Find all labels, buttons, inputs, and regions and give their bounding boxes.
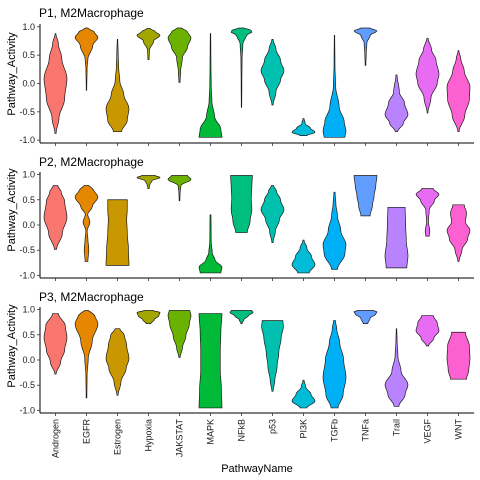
y-tick-label: -1.0	[19, 405, 35, 415]
y-tick-label: 0.5	[22, 195, 35, 205]
y-axis-label-panel-1: Pathway_Activity	[6, 32, 18, 116]
x-tick-label-hypoxia: Hypoxia	[144, 419, 154, 452]
violin-jakstat-panel-3	[167, 310, 192, 358]
violin-wnt-panel-2	[446, 204, 471, 262]
x-tick-label-mapk: MAPK	[206, 419, 216, 445]
x-tick-label-trail: Trail	[392, 419, 402, 436]
violin-pi3k-panel-3	[291, 379, 316, 409]
violin-tgfb-panel-1	[322, 34, 347, 138]
violin-vegf-panel-2	[415, 188, 440, 237]
violin-hypoxia-panel-3	[136, 310, 161, 325]
violin-tgfb-panel-3	[322, 320, 347, 409]
panels-group: -1.0 -0.5 0.0 0.5 1.0 -1.0 -0.5 0.0 0.5 1.0 -1.0 -0…	[19, 22, 474, 416]
x-tick-label-nfkb: NFkB	[237, 419, 247, 442]
x-tick-label-egfr: EGFR	[82, 419, 92, 445]
violin-tnfa-panel-1	[353, 27, 378, 66]
x-tick-label-tnfa: TNFa	[361, 419, 371, 442]
panel-title-2: P2, M2Macrophage	[39, 155, 144, 169]
violin-androgen-panel-3	[43, 313, 68, 375]
panel-title-3: P3, M2Macrophage	[39, 290, 144, 304]
violin-p53-panel-2	[260, 185, 285, 244]
x-tick-label-p53: p53	[268, 419, 278, 434]
x-tick-label-tgfb: TGFb	[330, 419, 340, 442]
y-tick-label: 0.0	[22, 220, 35, 230]
violin-egfr-panel-2	[74, 185, 99, 262]
violin-nfkb-panel-1	[230, 27, 253, 108]
violin-estrogen-panel-1	[105, 38, 130, 133]
violin-trail-panel-2	[384, 206, 409, 269]
violin-pi3k-panel-1	[291, 118, 316, 136]
violin-wnt-panel-3	[446, 331, 471, 380]
violin-jakstat-panel-2	[167, 175, 192, 202]
y-axis-label-panel-3: Pathway_Activity	[6, 304, 18, 388]
y-tick-label: -0.5	[19, 245, 35, 255]
violin-nfkb-panel-2	[230, 175, 253, 233]
violin-vegf-panel-3	[415, 315, 440, 347]
y-tick-label: 0.0	[22, 79, 35, 89]
x-tick-label-pi3k: PI3K	[299, 419, 309, 439]
y-axis-label-panel-2: Pathway_Activity	[6, 168, 18, 252]
violin-p53-panel-1	[260, 38, 285, 106]
violin-hypoxia-panel-1	[136, 28, 161, 61]
y-tick-label: -1.0	[19, 270, 35, 280]
violin-vegf-panel-1	[415, 37, 440, 114]
x-tick-label-vegf: VEGF	[423, 419, 433, 444]
violin-androgen-panel-2	[43, 185, 68, 250]
violin-mapk-panel-3	[198, 313, 223, 409]
violin-jakstat-panel-1	[167, 27, 192, 83]
violin-pi3k-panel-2	[291, 239, 316, 274]
y-tick-label: 1.0	[22, 170, 35, 180]
violin-tgfb-panel-2	[322, 191, 347, 270]
y-tick-label: 0.5	[22, 330, 35, 340]
violin-nfkb-panel-3	[229, 310, 254, 325]
violin-trail-panel-1	[384, 74, 409, 133]
violin-p53-panel-3	[261, 320, 284, 392]
violin-estrogen-panel-2	[105, 199, 130, 266]
panel-title-1: P1, M2Macrophage	[39, 6, 144, 20]
y-tick-label: 0.0	[22, 355, 35, 365]
y-tick-label: -0.5	[19, 380, 35, 390]
violin-egfr-panel-3	[74, 310, 99, 399]
x-tick-label-androgen: Androgen	[51, 419, 61, 458]
violin-mapk-panel-2	[198, 214, 223, 274]
x-tick-label-wnt: WNT	[454, 419, 464, 440]
x-axis-label: PathwayName	[221, 463, 293, 475]
violin-egfr-panel-1	[74, 27, 99, 91]
y-tick-label: -1.0	[19, 135, 35, 145]
x-tick-label-jakstat: JAKSTAT	[175, 418, 185, 457]
x-tick-labels: Androgen EGFR Estrogen Hypoxia JAKSTAT MAPK NF…	[51, 418, 464, 458]
violin-androgen-panel-1	[43, 33, 68, 134]
violin-hypoxia-panel-2	[136, 175, 161, 190]
y-tick-label: 1.0	[22, 305, 35, 315]
violin-tnfa-panel-2	[353, 175, 378, 217]
violin-mapk-panel-1	[198, 33, 223, 138]
violin-wnt-panel-1	[446, 50, 471, 133]
violin-estrogen-panel-3	[105, 328, 130, 396]
violin-trail-panel-3	[384, 328, 409, 407]
x-tick-label-estrogen: Estrogen	[113, 419, 123, 455]
y-tick-label: -0.5	[19, 107, 35, 117]
violin-tnfa-panel-3	[353, 310, 378, 325]
y-tick-label: 1.0	[22, 22, 35, 32]
y-tick-label: 0.5	[22, 50, 35, 60]
